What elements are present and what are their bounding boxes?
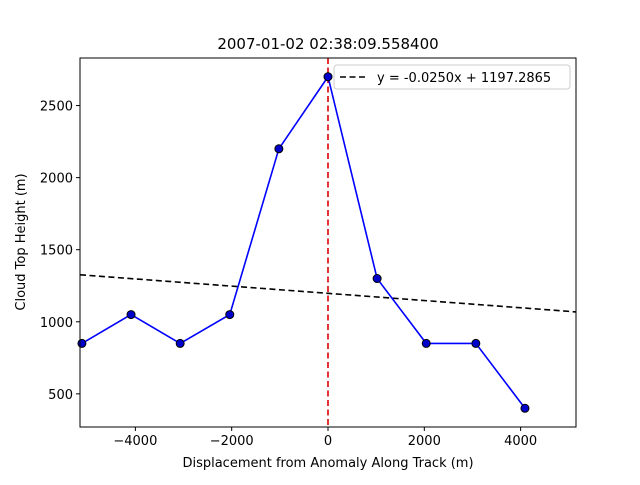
data-point xyxy=(471,338,481,348)
y-tick-label: 1500 xyxy=(40,244,73,259)
data-point xyxy=(225,310,235,320)
data-point xyxy=(175,338,185,348)
data-point xyxy=(520,403,530,413)
y-tick-label: 2500 xyxy=(40,100,73,115)
x-tick-label: 0 xyxy=(324,434,332,449)
data-point xyxy=(323,72,333,82)
y-tick-label: 2000 xyxy=(40,172,73,187)
x-axis-label: Displacement from Anomaly Along Track (m… xyxy=(182,456,473,471)
x-tick-label: 4000 xyxy=(504,434,537,449)
legend-box xyxy=(333,64,571,90)
series-line xyxy=(81,74,526,409)
x-tick-label: 2000 xyxy=(408,434,441,449)
data-point xyxy=(421,338,431,348)
data-point xyxy=(274,144,284,154)
y-axis-label: Cloud Top Height (m) xyxy=(14,173,29,310)
data-point xyxy=(77,338,87,348)
y-tick-label: 1000 xyxy=(40,316,73,331)
chart-title: 2007-01-02 02:38:09.558400 xyxy=(217,35,438,53)
plot-area: −4000 −2000 0 2000 4000 500 1000 1500 2000 2500 xyxy=(40,57,577,449)
data-point xyxy=(126,310,136,320)
x-tick-label: −4000 xyxy=(113,434,157,449)
data-point xyxy=(372,274,382,284)
plot-content xyxy=(80,58,576,427)
legend-label: y = -0.0250x + 1197.2865 xyxy=(377,71,551,86)
y-tick-label: 500 xyxy=(48,388,73,403)
fit-line xyxy=(80,273,576,313)
legend: y = -0.0250x + 1197.2865 xyxy=(333,64,571,90)
x-tick-label: −2000 xyxy=(210,434,254,449)
